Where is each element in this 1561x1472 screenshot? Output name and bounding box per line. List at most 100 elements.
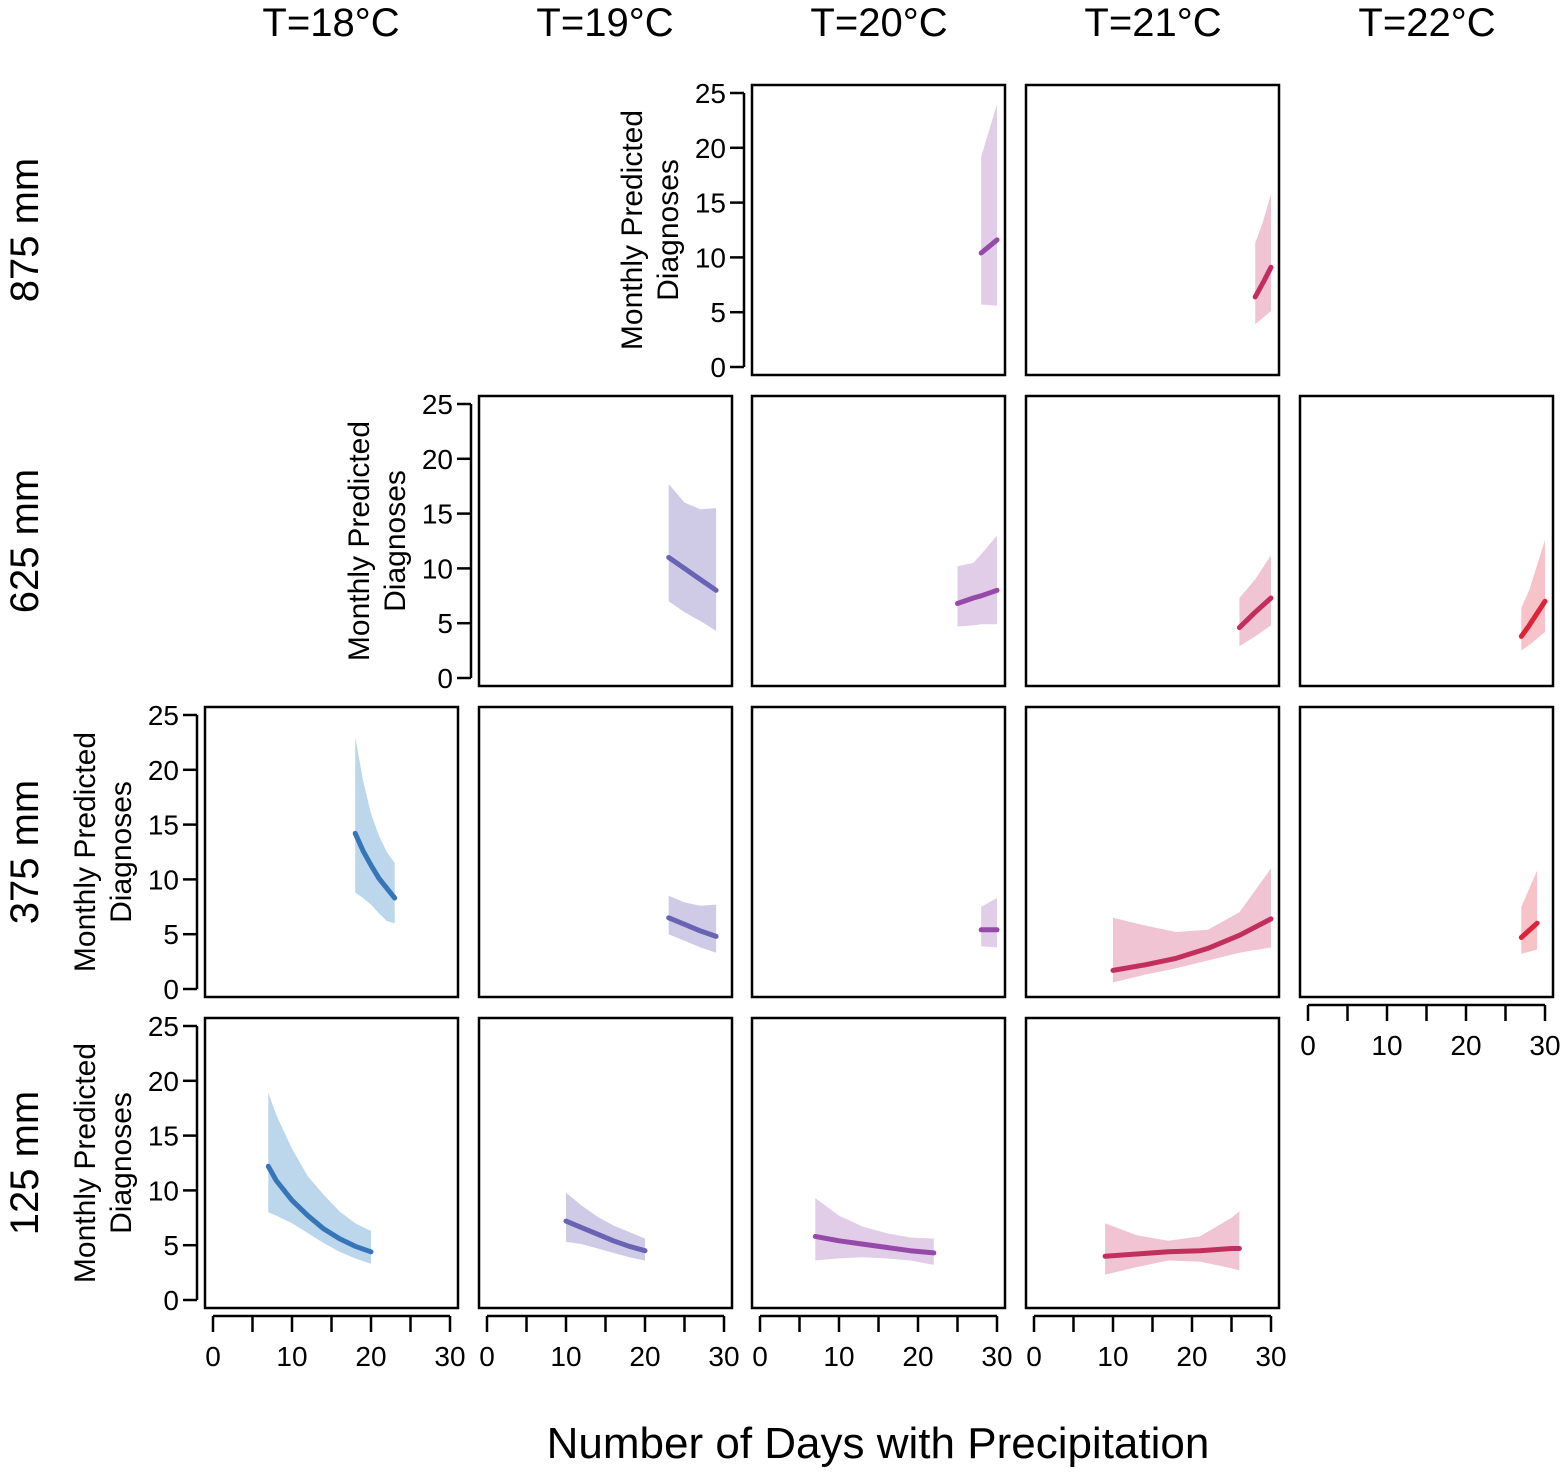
x-axis-label: Number of Days with Precipitation [547, 1419, 1210, 1468]
y-axis: 0 5 10 15 20 25 Monthly Predicted Diagnoses [69, 700, 199, 1005]
row-header-375mm: 375 mm [3, 780, 47, 925]
panel-t20c-125mm: 0 10 20 30 [750, 1016, 1013, 1372]
y-tick-label: 0 [437, 663, 453, 694]
y-tick-label: 20 [148, 755, 179, 786]
y-tick-label: 25 [695, 78, 726, 109]
y-axis: 0 5 10 15 20 25 Monthly Predicted Diagnoses [343, 389, 473, 694]
y-tick-label: 20 [695, 133, 726, 164]
panel-frame [1024, 394, 1281, 688]
x-tick-label: 20 [355, 1341, 386, 1372]
y-axis-label-line: Diagnoses [105, 1092, 138, 1234]
series-line [563, 1218, 648, 1254]
confidence-band [981, 898, 997, 948]
x-tick-label: 20 [1450, 1030, 1481, 1061]
panel-frame [750, 705, 1007, 999]
column-headers: T=18°C T=19°C T=20°C T=21°C T=22°C [262, 1, 1495, 45]
row-header-125mm: 125 mm [3, 1091, 47, 1236]
column-header-t19: T=19°C [536, 1, 673, 45]
x-tick-label: 30 [1255, 1341, 1286, 1372]
y-tick-label: 5 [163, 919, 179, 950]
confidence-band [668, 484, 717, 631]
x-tick-label: 10 [276, 1341, 307, 1372]
x-axis: 0 10 20 30 [1300, 1003, 1561, 1061]
confidence-band [1521, 539, 1545, 651]
confidence-band [815, 1198, 934, 1265]
row-header-875mm: 875 mm [3, 158, 47, 303]
series-line [1518, 598, 1548, 639]
series-line [265, 1163, 374, 1255]
panel-frame [1298, 705, 1555, 999]
y-tick-label: 15 [148, 810, 179, 841]
x-tick-label: 0 [1026, 1341, 1042, 1372]
y-tick-label: 20 [422, 444, 453, 475]
confidence-band [957, 535, 997, 627]
series-line [812, 1233, 937, 1256]
panel-frame [477, 1016, 734, 1310]
y-axis-label: Monthly Predicted Diagnoses [69, 732, 138, 972]
column-header-t18: T=18°C [262, 1, 399, 45]
panel-frame [477, 705, 734, 999]
x-tick-label: 0 [479, 1341, 495, 1372]
confidence-band [355, 736, 395, 924]
y-tick-label: 25 [422, 389, 453, 420]
y-tick-label: 10 [422, 553, 453, 584]
panel-frame [1024, 83, 1281, 377]
x-axis: 0 10 20 30 [479, 1314, 740, 1372]
y-tick-label: 15 [148, 1121, 179, 1152]
y-tick-label: 15 [695, 188, 726, 219]
panel-t18c-125mm: 0 5 10 15 20 25 Monthly Predicted Diagnoses 0 10 2… [69, 1011, 466, 1372]
x-tick-label: 20 [902, 1341, 933, 1372]
series-line [1110, 916, 1274, 973]
y-axis-label-line: Diagnoses [379, 470, 412, 612]
y-tick-label: 25 [148, 700, 179, 731]
confidence-band [981, 104, 997, 306]
y-tick-label: 5 [710, 297, 726, 328]
x-tick-label: 20 [1176, 1341, 1207, 1372]
panel-frame [750, 1016, 1007, 1310]
x-tick-label: 30 [981, 1341, 1012, 1372]
y-tick-label: 0 [163, 974, 179, 1005]
y-axis-label-line: Monthly Predicted [69, 732, 102, 972]
confidence-band [1113, 868, 1271, 983]
column-header-t22: T=22°C [1358, 1, 1495, 45]
x-axis: 0 10 20 30 [205, 1314, 466, 1372]
x-tick-label: 10 [550, 1341, 581, 1372]
x-tick-label: 30 [1529, 1030, 1560, 1061]
y-tick-label: 0 [163, 1285, 179, 1316]
y-tick-label: 5 [163, 1230, 179, 1261]
panel-frame [203, 1016, 460, 1310]
panel-frame [1024, 705, 1281, 999]
panel-t21c-125mm: 0 10 20 30 [1024, 1016, 1287, 1372]
panel-t19c-375mm [477, 705, 734, 999]
x-tick-label: 30 [708, 1341, 739, 1372]
series-line [1236, 595, 1274, 631]
y-tick-label: 0 [710, 352, 726, 383]
y-tick-label: 15 [422, 499, 453, 530]
panel-t21c-875mm [1024, 83, 1281, 377]
y-axis: 0 5 10 15 20 25 Monthly Predicted Diagnoses [69, 1011, 199, 1316]
confidence-band [1521, 870, 1538, 954]
y-tick-label: 10 [148, 1175, 179, 1206]
y-axis-label: Monthly Predicted Diagnoses [69, 1043, 138, 1283]
x-tick-label: 20 [629, 1341, 660, 1372]
panel-t20c-875mm: 0 5 10 15 20 25 Monthly Predicted Diagnoses [616, 78, 1007, 383]
series-line [978, 237, 1000, 256]
x-tick-label: 10 [1371, 1030, 1402, 1061]
y-axis-label: Monthly Predicted Diagnoses [616, 110, 685, 350]
y-tick-label: 25 [148, 1011, 179, 1042]
series-line [666, 915, 719, 939]
confidence-band [1239, 555, 1271, 647]
x-axis: 0 10 20 30 [752, 1314, 1013, 1372]
series-line [1102, 1246, 1242, 1259]
panel-t19c-125mm: 0 10 20 30 [477, 1016, 740, 1372]
x-axis: 0 10 20 30 [1026, 1314, 1287, 1372]
panel-t21c-375mm [1024, 705, 1281, 999]
confidence-band [1105, 1211, 1240, 1275]
series-line [1518, 920, 1540, 940]
y-axis-label-line: Monthly Predicted [616, 110, 649, 350]
column-header-t20: T=20°C [810, 1, 947, 45]
panel-frame [1298, 394, 1555, 688]
panel-t20c-625mm [750, 394, 1007, 688]
